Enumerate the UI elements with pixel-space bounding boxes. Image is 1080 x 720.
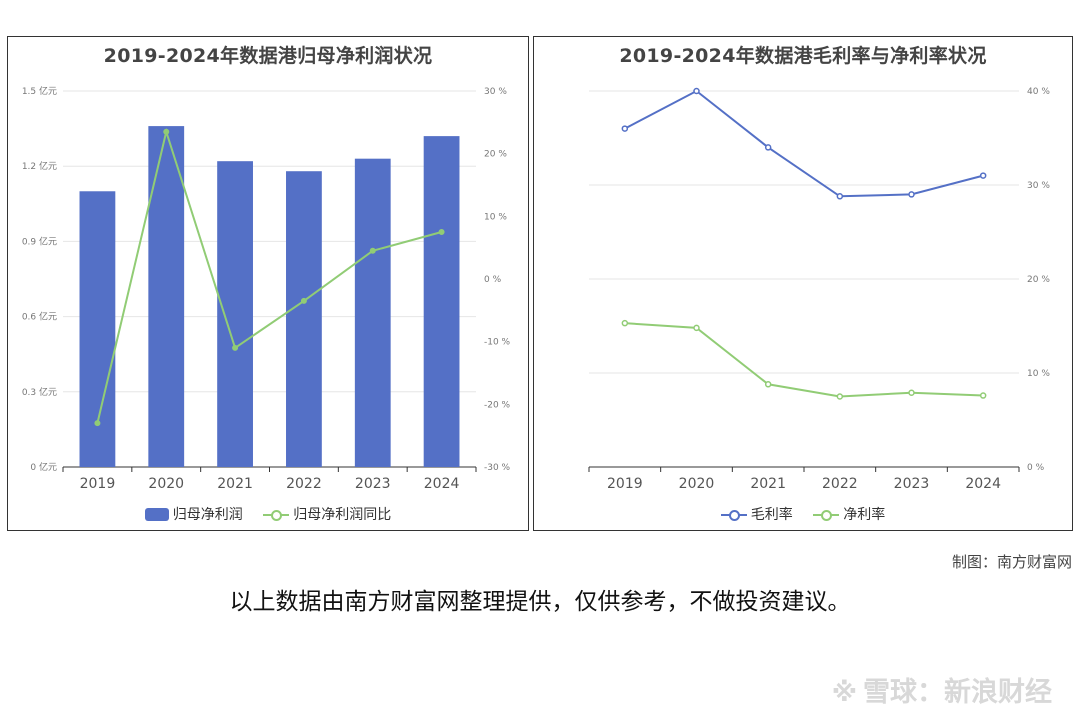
- chart-title: 2019-2024年数据港毛利率与净利率状况: [619, 45, 987, 67]
- footer-watermark: ※ 雪球：新浪财经: [832, 670, 1052, 709]
- x-tick-label: 2021: [750, 476, 786, 492]
- y-tick-label-right: -20 %: [484, 400, 511, 410]
- line-swatch-icon: [813, 508, 840, 522]
- line-swatch-icon: [720, 508, 747, 522]
- x-tick-label: 2022: [822, 476, 858, 492]
- point-yoy-growth: [438, 229, 445, 235]
- bar-net-profit: [217, 161, 253, 467]
- y-tick-label-left: 0.9 亿元: [22, 235, 57, 247]
- y-tick-label-left: 0.3 亿元: [22, 386, 57, 398]
- bar-net-profit: [423, 136, 460, 467]
- net-profit-chart-panel: 2019-2024年数据港归母净利润状况 0 亿元 0.3 亿元 0.6 亿元 0.9…: [7, 36, 529, 531]
- footer-text: 雪球：新浪财经: [863, 677, 1052, 708]
- point-gross-margin: [836, 193, 844, 200]
- point-gross-margin: [979, 172, 987, 179]
- point-yoy-growth: [232, 344, 239, 351]
- legend-item-gross-margin[interactable]: 毛利率: [720, 504, 793, 524]
- y-tick-label-left: 1.5 亿元: [22, 85, 57, 97]
- point-yoy-growth: [300, 297, 307, 304]
- line-yoy-growth: [96, 127, 442, 424]
- margin-chart: 0 % 10 % 20 % 30 % 40 % 2019 2020 2021 2022 2023 2…: [588, 87, 1050, 492]
- y-tick-label-right: 20 %: [1027, 275, 1050, 285]
- source-caption: 制图：南方财富网: [951, 553, 1072, 571]
- y-tick-label-right: -10 %: [484, 338, 511, 348]
- line-net-margin: [624, 322, 984, 398]
- x-tick-label: 2021: [217, 476, 253, 492]
- line-swatch-icon: [263, 508, 290, 522]
- x-tick-label: 2023: [355, 476, 391, 492]
- chart-title: 2019-2024年数据港归母净利润状况: [103, 45, 433, 67]
- x-tick-label: 2024: [965, 476, 1001, 492]
- disclaimer-text: 以上数据由南方财富网整理提供，仅供参考，不做投资建议。: [229, 589, 851, 615]
- point-yoy-growth: [369, 247, 376, 254]
- x-tick-label: 2023: [894, 476, 930, 492]
- y-tick-label-right: 10 %: [1027, 369, 1050, 379]
- net-profit-chart: 0 亿元 0.3 亿元 0.6 亿元 0.9 亿元 1.2 亿元 1.5 亿元 -30 % -…: [22, 85, 511, 492]
- point-net-margin: [836, 393, 844, 400]
- point-gross-margin: [621, 125, 629, 132]
- bar-swatch-icon: [144, 508, 169, 521]
- chart-legend: 毛利率 净利率: [534, 504, 1072, 524]
- y-tick-label-right: 10 %: [484, 212, 507, 222]
- x-tick-label: 2022: [286, 476, 322, 492]
- y-tick-label-right: 30 %: [1027, 181, 1050, 191]
- y-tick-label-right: 20 %: [484, 150, 507, 160]
- chart-legend: 归母净利润 归母净利润同比: [8, 504, 528, 524]
- y-tick-label-right: 0 %: [1027, 463, 1045, 473]
- x-tick-label: 2020: [679, 476, 715, 492]
- y-tick-label-right: 30 %: [484, 87, 507, 97]
- point-net-margin: [908, 389, 915, 396]
- point-gross-margin: [693, 87, 700, 95]
- x-tick-label: 2020: [148, 476, 184, 492]
- y-tick-label-right: 0 %: [484, 275, 502, 285]
- x-tick-label: 2019: [80, 476, 116, 492]
- y-tick-label-left: 0 亿元: [30, 461, 57, 473]
- point-net-margin: [621, 319, 629, 327]
- y-tick-label-left: 1.2 亿元: [22, 160, 57, 172]
- bar-net-profit: [286, 171, 322, 468]
- legend-item-yoy[interactable]: 归母净利润同比: [263, 504, 391, 524]
- x-tick-label: 2019: [607, 476, 643, 492]
- snowball-logo-icon: ※: [831, 678, 857, 708]
- point-yoy-growth: [94, 420, 101, 427]
- point-gross-margin: [764, 144, 772, 151]
- point-yoy-growth: [163, 128, 170, 135]
- margin-chart-panel: 2019-2024年数据港毛利率与净利率状况 0 % 10 % 20 % 30 % 40…: [533, 36, 1073, 531]
- point-net-margin: [764, 381, 772, 388]
- x-tick-label: 2024: [424, 476, 460, 492]
- y-tick-label-right: -30 %: [484, 463, 511, 473]
- legend-item-net-margin[interactable]: 净利率: [813, 504, 885, 524]
- bar-net-profit: [354, 158, 391, 467]
- legend-label: 毛利率: [750, 507, 793, 523]
- bar-net-profit: [148, 126, 185, 468]
- legend-label: 净利率: [843, 507, 886, 523]
- point-gross-margin: [908, 191, 915, 198]
- legend-label: 归母净利润同比: [293, 507, 392, 523]
- legend-label: 归母净利润: [172, 507, 243, 523]
- legend-item-net-profit[interactable]: 归母净利润: [144, 504, 243, 524]
- y-tick-label-right: 40 %: [1027, 87, 1050, 97]
- y-tick-label-left: 0.6 亿元: [22, 311, 57, 323]
- line-gross-margin: [624, 89, 984, 198]
- point-net-margin: [979, 392, 987, 399]
- point-net-margin: [693, 324, 700, 332]
